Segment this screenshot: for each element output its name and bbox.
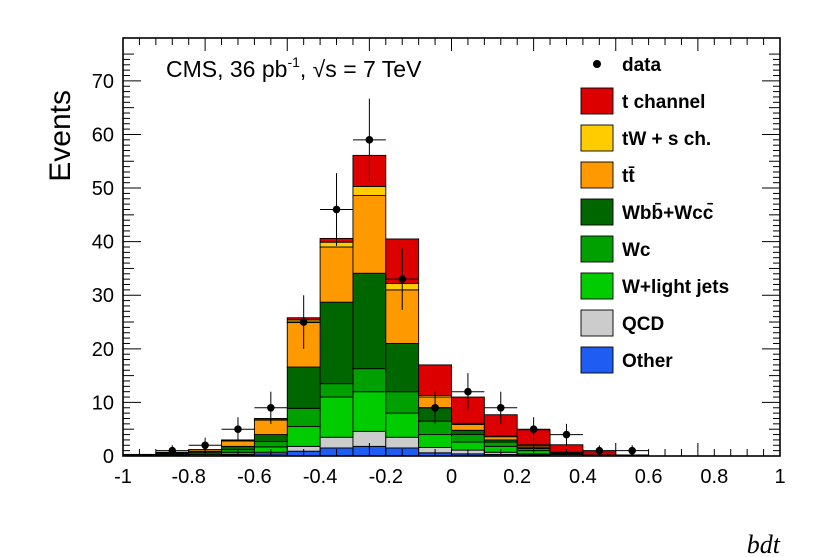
data-point-12 — [562, 430, 571, 439]
bar-series-4-bin-8 — [385, 343, 420, 393]
data-point-8 — [431, 403, 439, 412]
y-tick-label-2: 20 — [92, 339, 114, 361]
legend-swatch-5 — [580, 235, 614, 263]
bar-series-3-bin-4 — [253, 441, 288, 448]
bar-series-4-bin-7 — [352, 272, 387, 370]
legend-label-4: Wbb̄+Wcc̄ — [622, 203, 714, 224]
legend-swatch-7 — [580, 309, 614, 337]
bar-series-3-bin-6 — [319, 383, 354, 398]
bar-series-3-bin-10 — [451, 434, 485, 443]
x-tick-label-9: 0.8 — [700, 466, 728, 488]
chart-title: CMS, 36 pb-1, √s = 7 TeV — [166, 54, 422, 82]
bar-series-4-bin-5 — [286, 366, 321, 409]
data-point-7 — [398, 275, 407, 283]
legend-marker-data — [593, 60, 601, 68]
data-point-4 — [299, 318, 308, 326]
bar-series-4-bin-4 — [253, 434, 288, 442]
y-tick-label-4: 40 — [92, 232, 114, 254]
x-tick-label-5: 0 — [446, 466, 457, 488]
y-tick-label-7: 70 — [92, 71, 114, 93]
data-point-11 — [529, 425, 538, 434]
legend-swatch-1 — [580, 87, 614, 115]
bar-series-4-bin-6 — [319, 301, 354, 385]
data-point-3 — [267, 403, 275, 412]
legend-swatch-2 — [580, 124, 614, 152]
bar-series-2-bin-8 — [385, 412, 420, 438]
bar-series-6-bin-7 — [352, 185, 387, 197]
legend-label-3: tt̄ — [622, 166, 635, 187]
bar-series-1-bin-8 — [385, 436, 420, 449]
x-tick-label-3: -0.4 — [303, 466, 337, 488]
bar-series-3-bin-8 — [385, 391, 420, 414]
legend-swatch-6 — [580, 272, 614, 300]
bar-series-2-bin-6 — [319, 396, 354, 438]
data-point-6 — [365, 136, 374, 144]
chart-title-sup: -1 — [287, 54, 300, 70]
y-tick-label-5: 50 — [92, 178, 114, 200]
x-tick-labels: -1 -0.8 -0.6 -0.4 -0.2 0 0.2 0.4 0.6 0.8 1 — [114, 466, 785, 488]
bar-series-1-bin-6 — [319, 436, 354, 449]
legend-label-1: t channel — [622, 92, 705, 113]
legend-label-5: Wc — [622, 240, 651, 261]
bar-series-3-bin-7 — [352, 368, 387, 393]
legend-label-7: QCD — [622, 314, 664, 335]
legend-label-8: Other — [622, 351, 673, 372]
x-tick-label-8: 0.6 — [635, 466, 663, 488]
x-tick-label-4: -0.2 — [369, 466, 403, 488]
bar-series-2-bin-5 — [286, 426, 321, 447]
axis-ticks — [122, 38, 781, 457]
legend-swatch-8 — [580, 346, 614, 374]
bar-series-5-bin-3 — [221, 440, 255, 447]
data-point-5 — [332, 205, 341, 214]
bar-series-2-bin-7 — [352, 391, 387, 432]
y-axis-label: Events — [44, 90, 77, 182]
x-tick-label-7: 0.4 — [569, 466, 597, 488]
x-tick-label-0: -1 — [114, 466, 132, 488]
legend-swatch-3 — [580, 161, 614, 189]
y-tick-label-1: 10 — [92, 392, 114, 414]
data-point-10 — [496, 403, 505, 412]
x-tick-label-6: 0.2 — [503, 466, 531, 488]
bar-series-3-bin-5 — [286, 407, 321, 427]
x-tick-label-10: 1 — [774, 466, 785, 488]
y-tick-labels: 0 10 20 30 40 50 60 70 — [92, 71, 114, 468]
bar-series-5-bin-6 — [319, 246, 354, 303]
y-tick-label-3: 30 — [92, 285, 114, 307]
bar-series-3-bin-11 — [483, 441, 518, 447]
bar-series-4-bin-10 — [451, 429, 485, 436]
histogram-bars — [122, 154, 650, 457]
bar-series-5-bin-10 — [451, 423, 485, 431]
bar-series-2-bin-9 — [418, 434, 452, 448]
data-point-2 — [234, 425, 242, 434]
bar-series-5-bin-7 — [352, 195, 387, 274]
x-tick-label-1: -0.8 — [171, 466, 205, 488]
bar-series-7-bin-9 — [418, 364, 452, 396]
legend-label-2: tW + s ch. — [622, 129, 711, 150]
data-point-9 — [464, 387, 472, 396]
y-tick-label-0: 0 — [103, 446, 114, 468]
chart-title-main: CMS, 36 pb — [166, 56, 287, 82]
bar-series-5-bin-11 — [483, 436, 518, 441]
bar-series-2-bin-10 — [451, 441, 485, 451]
chart-title-energy: , √s = 7 TeV — [300, 56, 422, 82]
legend-swatch-4 — [580, 198, 614, 226]
x-axis-label: bdt — [747, 530, 781, 557]
legend: data t channel tW + s ch. tt̄ Wbb̄+Wcc̄ Wc W+l… — [580, 55, 729, 374]
legend-label-6: W+light jets — [622, 277, 729, 298]
y-tick-label-6: 60 — [92, 124, 114, 146]
x-tick-label-2: -0.6 — [237, 466, 271, 488]
legend-label-0: data — [622, 55, 662, 76]
